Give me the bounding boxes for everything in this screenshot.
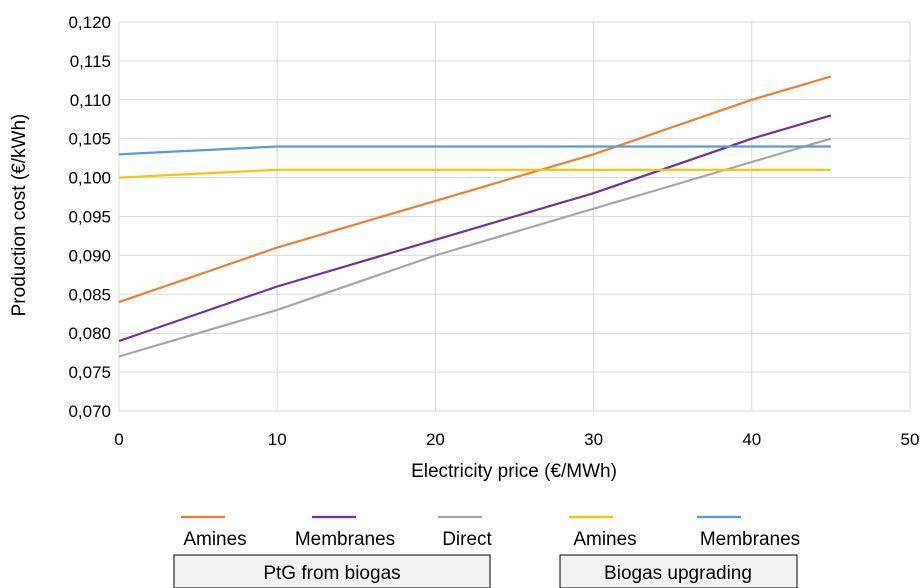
legend-entry-1: Membranes [295,529,395,550]
series-line-0 [118,75,832,304]
axes [118,22,910,412]
legend-group-box-ptg [173,554,491,588]
legend-entry-2: Direct [442,529,492,550]
legend-group-label-upgrading: Biogas upgrading [604,563,752,584]
y-tick-label: 0,075 [68,363,111,382]
series-line-3 [118,168,831,179]
series-line-2 [118,137,832,358]
x-tick-label: 10 [268,430,287,449]
y-tick-label: 0,105 [68,130,111,149]
y-tick-label: 0,070 [68,402,111,421]
legend-entry-0: Amines [183,529,246,550]
x-tick-label: 50 [901,430,920,449]
y-tick-label: 0,120 [68,13,111,32]
y-axis-title: Production cost (€/kWh) [9,114,30,317]
y-tick-label: 0,110 [70,91,111,110]
legend: Amines Membranes Direct Amines Membranes [181,515,800,550]
legend-group-label-ptg: PtG from biogas [263,563,400,584]
legend-entry-4: Membranes [700,529,800,550]
x-axis-title: Electricity price (€/MWh) [411,461,617,482]
legend-entry-3: Amines [573,529,636,550]
y-tick-label: 0,100 [68,169,111,188]
y-tick-label: 0,115 [70,52,111,71]
x-tick-label: 30 [584,430,603,449]
y-tick-labels: 0,070 0,075 0,080 0,085 0,090 0,095 0,100 0,105… [68,13,111,421]
x-tick-label: 40 [742,430,761,449]
y-tick-label: 0,085 [68,285,111,304]
series-line-4 [118,145,831,156]
x-tick-label: 0 [114,430,123,449]
x-tick-labels: 0 10 20 30 40 50 [114,430,919,449]
x-tick-label: 20 [426,430,445,449]
y-tick-label: 0,090 [68,246,111,265]
y-tick-label: 0,080 [68,324,111,343]
series-lines [118,75,832,358]
y-tick-label: 0,095 [68,208,111,227]
legend-group-box-upgrading [559,554,798,588]
series-line-1 [118,114,832,343]
